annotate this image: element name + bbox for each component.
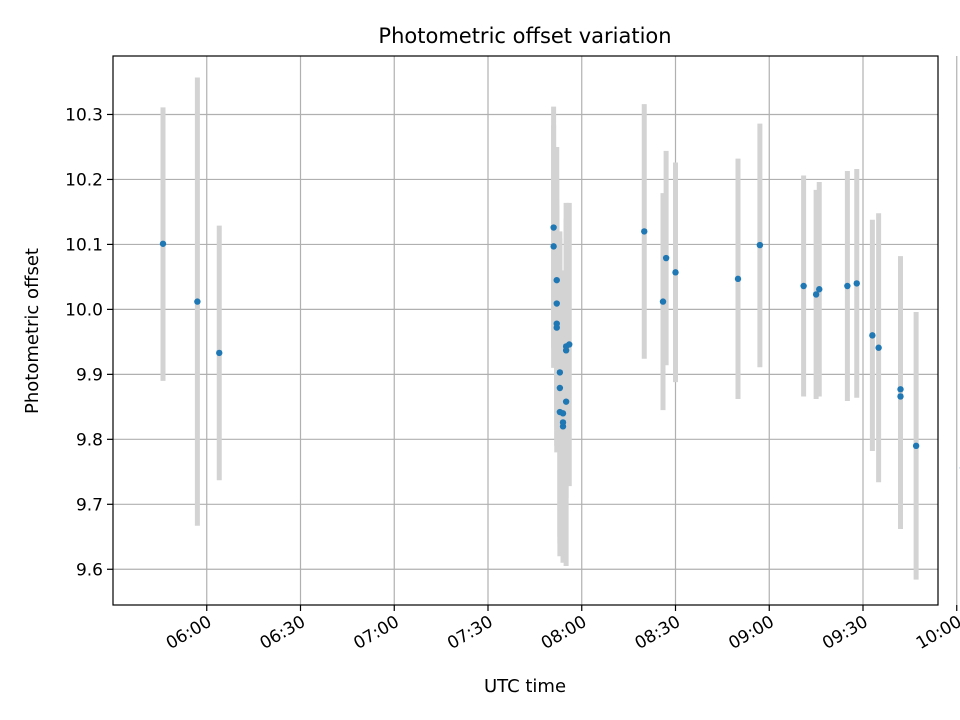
y-tick-label: 9.6 bbox=[76, 560, 103, 580]
data-point bbox=[800, 282, 807, 290]
y-tick-label: 9.9 bbox=[76, 365, 103, 385]
x-axis-label: UTC time bbox=[484, 676, 566, 697]
x-tick-label: 08:30 bbox=[632, 612, 684, 654]
data-point bbox=[559, 419, 567, 426]
data-point bbox=[734, 275, 742, 283]
x-tick-label: 06:30 bbox=[257, 612, 309, 654]
plot-frame bbox=[112, 55, 939, 606]
data-point bbox=[812, 291, 820, 298]
y-tick-label: 9.8 bbox=[76, 430, 103, 450]
data-point bbox=[816, 286, 823, 293]
data-point bbox=[553, 300, 560, 307]
y-tick-label: 10.3 bbox=[65, 105, 103, 125]
data-point bbox=[562, 398, 570, 405]
data-point bbox=[194, 298, 201, 305]
data-point bbox=[875, 344, 882, 351]
x-tick-label: 09:30 bbox=[819, 612, 871, 654]
x-tick-label: 07:00 bbox=[350, 612, 402, 654]
data-point bbox=[566, 341, 573, 348]
y-tick-label: 10.1 bbox=[65, 235, 103, 255]
x-tick-label: 09:00 bbox=[725, 612, 777, 654]
y-axis-ticks: 9.6 9.7 9.8 9.9 10.0 10.1 10.2 10.3 bbox=[65, 105, 113, 580]
data-point bbox=[550, 243, 557, 250]
data-point bbox=[553, 324, 560, 331]
grid bbox=[113, 56, 958, 605]
data-point bbox=[556, 384, 564, 392]
y-tick-label: 9.7 bbox=[76, 495, 103, 515]
data-point bbox=[553, 276, 560, 284]
data-point bbox=[844, 282, 851, 290]
data-point bbox=[869, 332, 876, 339]
data-point bbox=[659, 298, 667, 305]
chart-title: Photometric offset variation bbox=[378, 24, 671, 48]
data-point bbox=[756, 241, 764, 249]
data-point bbox=[641, 228, 648, 235]
data-point bbox=[216, 349, 223, 357]
y-tick-label: 10.2 bbox=[65, 170, 103, 190]
y-tick-label: 10.0 bbox=[65, 300, 103, 320]
data-point bbox=[853, 280, 860, 287]
x-tick-label: 08:00 bbox=[538, 612, 590, 654]
x-axis-ticks: 06:00 06:30 07:00 07:30 08:00 08:30 09:00 09:30… bbox=[163, 605, 960, 654]
data-point bbox=[159, 240, 167, 247]
data-point bbox=[662, 254, 670, 262]
data-point bbox=[550, 224, 557, 231]
x-tick-label: 07:30 bbox=[444, 612, 496, 654]
data-point bbox=[556, 369, 564, 376]
data-point bbox=[897, 386, 904, 393]
y-axis-label: Photometric offset bbox=[22, 248, 43, 414]
x-tick-label: 06:00 bbox=[163, 612, 215, 654]
data-point bbox=[559, 410, 567, 417]
data-point bbox=[897, 393, 904, 400]
data-point bbox=[912, 442, 920, 450]
data-points bbox=[159, 224, 960, 470]
x-tick-label: 10:00 bbox=[913, 612, 960, 654]
data-point bbox=[672, 269, 679, 276]
